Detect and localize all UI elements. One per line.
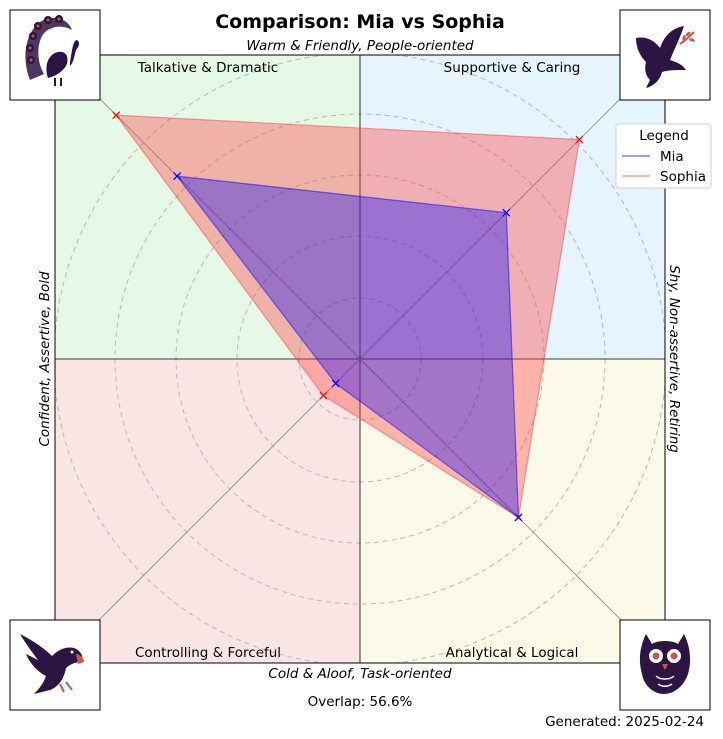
- chart-title: Comparison: Mia vs Sophia: [215, 11, 505, 33]
- axis-label-top: Warm & Friendly, People-oriented: [246, 38, 474, 54]
- generated-text: Generated: 2025-02-24: [545, 714, 704, 730]
- quadrant-label-controlling: Controlling & Forceful: [135, 645, 281, 661]
- axis-lines: [55, 55, 665, 663]
- overlap-text: Overlap: 56.6%: [308, 694, 413, 710]
- point-sophia-4: [319, 391, 328, 400]
- owl-icon: [619, 619, 711, 711]
- point-mia-1: [173, 172, 182, 181]
- legend-label-mia: Mia: [660, 149, 684, 165]
- axis-label-right: Shy, Non-assertive, Retiring: [666, 265, 682, 453]
- axis-label-left: Confident, Assertive, Bold: [37, 271, 53, 447]
- quadrant-label-supportive: Supportive & Caring: [444, 60, 581, 76]
- point-mia-2: [502, 208, 511, 217]
- point-mia-3: [514, 513, 523, 522]
- quadrant-label-talkative: Talkative & Dramatic: [137, 60, 278, 76]
- point-sophia-1: [112, 111, 121, 120]
- eagle-icon: [9, 619, 101, 711]
- plot-frame: [54, 54, 666, 664]
- dove-icon: [619, 9, 711, 101]
- point-mia-4: [331, 379, 340, 388]
- peacock-icon: [9, 9, 101, 101]
- series-layer: [112, 111, 584, 522]
- legend-title: Legend: [639, 128, 689, 144]
- legend-label-sophia: Sophia: [660, 169, 706, 185]
- legend: Legend Mia Sophia: [615, 123, 712, 189]
- point-sophia-2: [575, 135, 584, 144]
- quadrant-label-analytical: Analytical & Logical: [446, 645, 579, 661]
- diagonal-axis-2: [55, 55, 665, 663]
- axis-label-bottom: Cold & Aloof, Task-oriented: [268, 666, 452, 682]
